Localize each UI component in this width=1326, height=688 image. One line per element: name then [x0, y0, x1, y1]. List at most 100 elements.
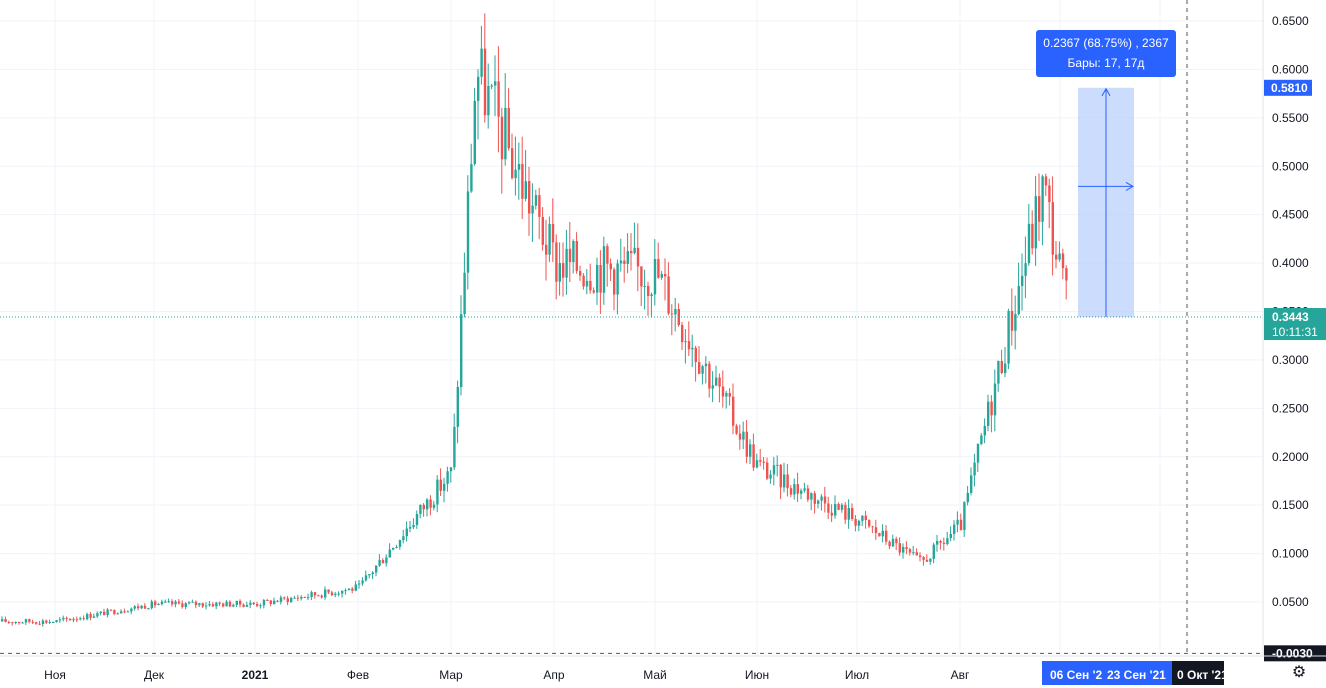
candle-body: [558, 263, 561, 282]
candle-body: [35, 622, 38, 624]
time-tick-label: Фев: [347, 668, 369, 682]
candle-body: [817, 500, 820, 504]
candle-body: [742, 431, 745, 440]
candle-body: [317, 595, 320, 597]
candle-body: [429, 499, 432, 508]
candle-body: [949, 533, 952, 539]
candle-body: [861, 515, 864, 521]
price-axis[interactable]: 0.65000.60000.55000.50000.45000.40000.35…: [1262, 0, 1326, 688]
candle-body: [922, 556, 925, 560]
candle-body: [497, 81, 500, 117]
candle-body: [235, 600, 238, 605]
candle-body: [181, 603, 184, 608]
candle-body: [147, 608, 150, 610]
chart-grid: [0, 0, 1263, 655]
candle-body: [337, 593, 340, 595]
candle-body: [177, 601, 181, 604]
candle-body: [504, 107, 507, 160]
candle-body: [878, 532, 881, 537]
candle-body: [262, 600, 266, 606]
time-tick-label: Дек: [144, 668, 165, 682]
candle-body: [439, 479, 442, 491]
gear-icon[interactable]: ⚙: [1291, 664, 1307, 681]
candle-body: [970, 475, 973, 493]
candle-body: [140, 605, 143, 609]
candle-body: [874, 527, 878, 533]
candle-body: [888, 541, 891, 547]
candle-body: [443, 483, 446, 491]
candle-body: [79, 618, 82, 620]
candle-body: [412, 524, 415, 528]
candle-body: [793, 484, 796, 495]
candle-body: [684, 341, 687, 343]
chart-overlays: [0, 0, 1263, 655]
candle-body: [541, 216, 544, 245]
candle-body: [18, 621, 21, 623]
candle-body: [381, 560, 385, 564]
candle-body: [31, 621, 34, 623]
candle-body: [480, 48, 483, 77]
candle-body: [599, 264, 602, 293]
measure-tool[interactable]: 0.2367 (68.75%) , 2367 Бары: 17, 17д: [1036, 30, 1176, 318]
candle-body: [956, 519, 959, 525]
candle-body: [487, 86, 490, 116]
candle-body: [715, 377, 718, 386]
candle-body: [279, 597, 283, 602]
candle-body: [364, 575, 368, 581]
candle-body: [582, 275, 585, 287]
candle-body: [313, 592, 317, 596]
candle-body: [511, 148, 514, 179]
candle-body: [772, 465, 776, 475]
candle-body: [657, 258, 660, 278]
candle-body: [269, 600, 272, 604]
candle-body: [650, 294, 653, 297]
candle-body: [796, 484, 799, 494]
candle-body: [589, 280, 592, 291]
candle-body: [1061, 253, 1065, 269]
candle-body: [538, 195, 541, 217]
price-tick-label: 0.4000: [1272, 256, 1309, 270]
measure-date-end: 23 Сен '21: [1107, 668, 1166, 682]
candle-body: [109, 609, 113, 611]
time-axis[interactable]: Ноя Дек 2021 Фев Мар Апр Май Июн Июл Авг 06 Сен '2…: [0, 655, 1326, 688]
current-price-label: 0.3443: [1272, 310, 1309, 324]
candle-body: [69, 618, 72, 621]
candle-body: [647, 286, 650, 297]
candle-body: [670, 313, 674, 315]
candle-body: [330, 592, 334, 596]
candle-body: [232, 604, 235, 607]
candle-body: [48, 622, 51, 624]
candle-body: [402, 536, 405, 541]
candle-body: [551, 223, 555, 243]
candle-body: [14, 621, 17, 623]
crosshair-price-label: -0.0030: [1272, 646, 1313, 660]
candle-body: [324, 589, 327, 598]
candle-body: [813, 493, 816, 504]
candle-body: [521, 163, 524, 199]
candle-body: [303, 596, 306, 598]
candle-body: [718, 377, 721, 387]
candle-body: [953, 524, 956, 534]
candle-body: [453, 426, 456, 468]
candle-body: [653, 258, 657, 295]
candle-body: [936, 540, 939, 545]
candle-body: [1021, 275, 1024, 286]
candle-body: [320, 595, 323, 598]
price-tick-label: 0.6000: [1272, 62, 1309, 76]
candle-body: [942, 542, 946, 544]
candle-body: [925, 559, 929, 562]
candle-body: [847, 507, 850, 520]
candle-body: [7, 621, 11, 623]
candle-body: [613, 269, 616, 295]
candle-body: [568, 248, 572, 263]
candle-body: [395, 546, 398, 548]
candle-body: [789, 488, 793, 495]
measure-date-range: [1042, 661, 1172, 685]
candle-body: [228, 601, 232, 607]
measure-price-tag: [1264, 79, 1312, 96]
candle-body: [378, 560, 381, 566]
candle-body: [351, 588, 354, 591]
candle-body: [65, 617, 68, 619]
candle-body: [242, 604, 245, 607]
